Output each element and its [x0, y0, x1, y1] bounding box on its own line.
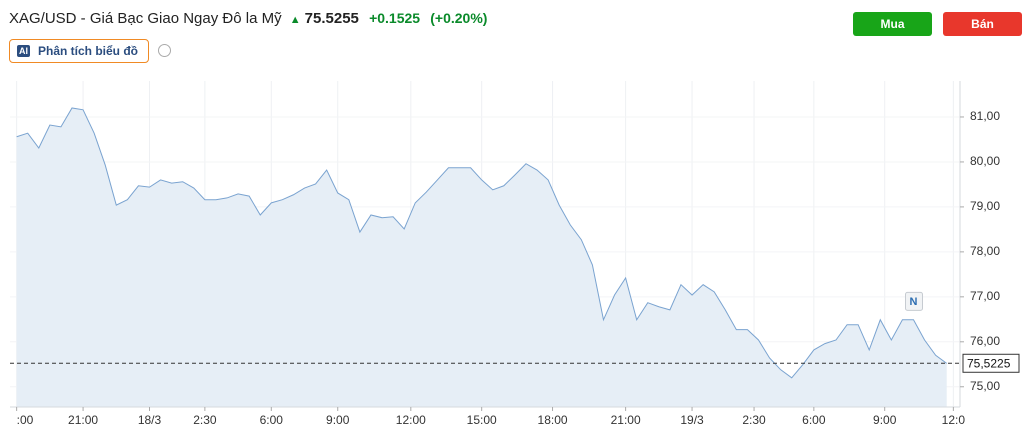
- y-tick-label: 79,00: [970, 199, 1000, 213]
- x-tick-label: 18/3: [138, 413, 162, 427]
- x-tick-label: 2:30: [193, 413, 217, 427]
- x-tick-label: 2:30: [742, 413, 766, 427]
- sell-button[interactable]: Bán: [943, 12, 1022, 36]
- x-tick-label: 12:00: [396, 413, 426, 427]
- x-tick-label: 9:00: [873, 413, 897, 427]
- y-tick-label: 75,00: [970, 379, 1000, 393]
- y-tick-label: 76,00: [970, 334, 1000, 348]
- title: XAG/USD - Giá Bạc Giao Ngay Đô la Mỹ: [9, 10, 282, 27]
- buy-button[interactable]: Mua: [853, 12, 932, 36]
- y-tick-label: 81,00: [970, 109, 1000, 123]
- x-tick-label: 18:00: [538, 413, 568, 427]
- annotation-label: N: [910, 296, 918, 308]
- ai-button[interactable]: AI Phân tích biểu đồ: [9, 39, 149, 63]
- x-tick-label: 12:0: [942, 413, 966, 427]
- x-tick-label: 6:00: [802, 413, 826, 427]
- change-pct: (+0.20%): [430, 10, 488, 26]
- annotation-box: [904, 291, 923, 311]
- price-line: [16, 107, 948, 379]
- y-tick-label: 80,00: [970, 154, 1000, 168]
- x-tick-label: :00: [17, 413, 34, 427]
- x-tick-label: 6:00: [260, 413, 284, 427]
- area-fill: [16, 107, 947, 407]
- last-value-box: [962, 353, 1020, 373]
- ai-label: Phân tích biểu đồ: [38, 44, 139, 58]
- last-value-label: 75,5225: [967, 356, 1011, 370]
- x-tick-label: 21:00: [611, 413, 641, 427]
- x-tick-label: 21:00: [68, 413, 98, 427]
- x-tick-label: 19/3: [680, 413, 704, 427]
- price: 75.5255: [304, 10, 359, 27]
- x-tick-label: 15:00: [467, 413, 497, 427]
- ai-badge: AI: [17, 45, 30, 57]
- header: XAG/USD - Giá Bạc Giao Ngay Đô la Mỹ ▲ 75…: [9, 10, 487, 27]
- y-tick-label: 77,00: [970, 289, 1000, 303]
- change: +0.1525: [369, 10, 421, 26]
- info-icon[interactable]: [158, 44, 171, 57]
- x-tick-label: 9:00: [326, 413, 350, 427]
- y-tick-label: 78,00: [970, 244, 1000, 258]
- up-arrow: ▲: [289, 14, 301, 26]
